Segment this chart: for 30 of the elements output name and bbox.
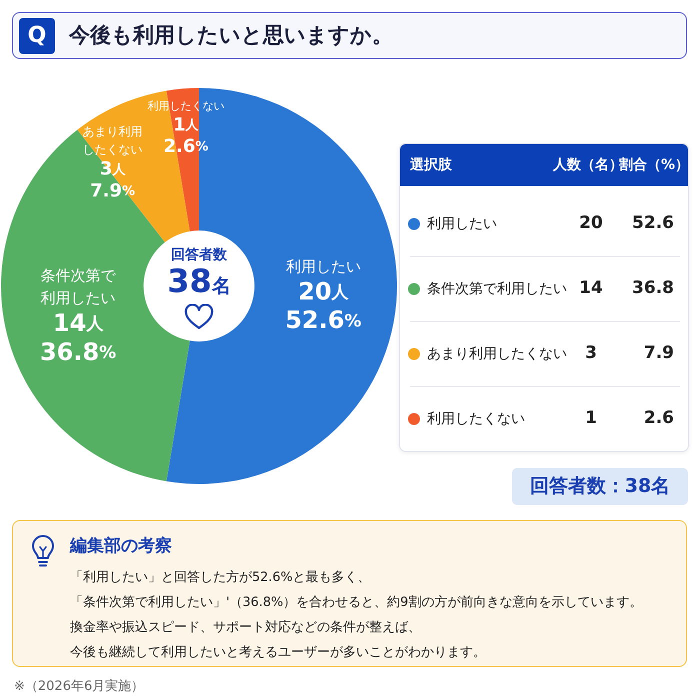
text: 編集部の考察 bbox=[70, 535, 172, 557]
legend-label: あまり利用したくない bbox=[427, 345, 567, 363]
text: 20 bbox=[579, 213, 603, 233]
text: 7.9 bbox=[644, 343, 674, 363]
legend-label: 利用したくない bbox=[427, 410, 525, 428]
text: 36.8 bbox=[632, 278, 674, 298]
slice-label: 利用したい bbox=[286, 257, 361, 276]
text: 3 bbox=[585, 343, 597, 363]
text: Q bbox=[19, 18, 55, 54]
data-label: 20人 52.6% bbox=[285, 277, 362, 334]
chart-title: 今後も利用したいと思いますか。 bbox=[69, 22, 393, 49]
text: 1 bbox=[585, 408, 597, 428]
data-label: 14人 36.8% bbox=[40, 308, 116, 366]
slice-label: 利用したくない bbox=[147, 99, 224, 112]
legend-label: 利用したい bbox=[427, 215, 497, 233]
slice-label: あまり利用したくない bbox=[82, 124, 143, 156]
text: 「利用したい」と回答した方が52.6%と最も多く、 bbox=[70, 569, 372, 587]
text: 回答者数：38名 bbox=[512, 468, 688, 505]
text: 今後も継続して利用したいと考えるユーザーが多いことがわかります。 bbox=[70, 644, 487, 662]
text: 38名 bbox=[167, 262, 231, 300]
legend-label: 条件次第で利用したい bbox=[427, 280, 567, 298]
text: ※（2026年6月実施） bbox=[14, 678, 144, 695]
text: 2.6 bbox=[644, 408, 674, 428]
slice-label: 条件次第で利用したい bbox=[40, 266, 117, 307]
text: 回答者数 bbox=[170, 246, 228, 264]
text: 換金率や振込スピード、サポート対応などの条件が整えば、 bbox=[70, 619, 422, 637]
text: 選択肢 bbox=[410, 156, 452, 174]
text: 「条件次第で利用したい」'（36.8%）を合わせると、約9割の方が前向きな意向を示しています。 bbox=[70, 594, 642, 612]
text: 52.6 bbox=[632, 213, 674, 233]
text: 14 bbox=[579, 278, 603, 298]
